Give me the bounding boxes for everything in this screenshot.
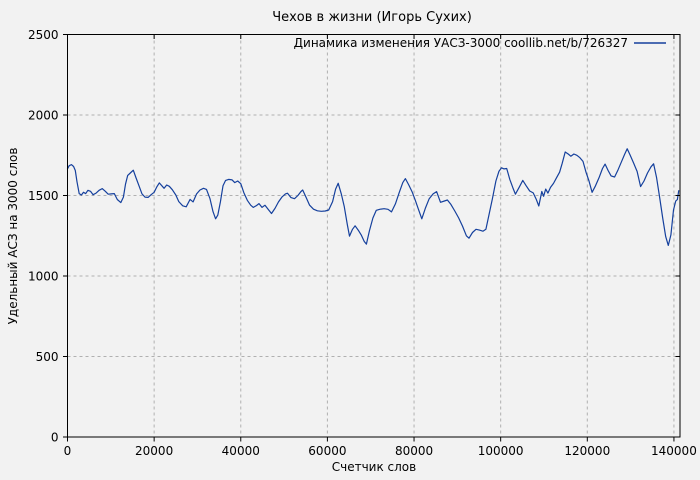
y-tick-label: 0 bbox=[51, 431, 59, 445]
y-axis-label: Удельный АСЗ на 3000 слов bbox=[6, 148, 20, 325]
x-tick-label: 20000 bbox=[135, 444, 173, 458]
axis-ticks bbox=[63, 34, 680, 442]
x-axis-label: Счетчик слов bbox=[332, 460, 416, 474]
y-tick-label: 1000 bbox=[28, 270, 59, 284]
legend-label: Динамика изменения УАСЗ-3000 coollib.net… bbox=[294, 36, 628, 50]
x-tick-label: 0 bbox=[64, 444, 72, 458]
x-tick-label: 40000 bbox=[222, 444, 260, 458]
x-tick-label: 120000 bbox=[564, 444, 610, 458]
x-tick-label: 100000 bbox=[478, 444, 524, 458]
y-tick-label: 500 bbox=[36, 350, 59, 364]
x-tick-label: 140000 bbox=[651, 444, 697, 458]
y-tick-label: 2000 bbox=[28, 109, 59, 123]
data-series bbox=[66, 148, 680, 246]
plot-frame bbox=[67, 34, 681, 438]
grid-lines bbox=[67, 34, 680, 437]
y-tick-label: 2500 bbox=[28, 28, 59, 42]
x-tick-label: 80000 bbox=[395, 444, 433, 458]
tick-labels: 0 20000 40000 60000 80000 100000 120000 140000 0… bbox=[28, 28, 697, 458]
chart-title: Чехов в жизни (Игорь Сухих) bbox=[272, 10, 472, 25]
y-tick-label: 1500 bbox=[28, 189, 59, 203]
plot-border bbox=[67, 34, 681, 438]
x-tick-label: 60000 bbox=[308, 444, 346, 458]
series-line bbox=[66, 148, 680, 246]
